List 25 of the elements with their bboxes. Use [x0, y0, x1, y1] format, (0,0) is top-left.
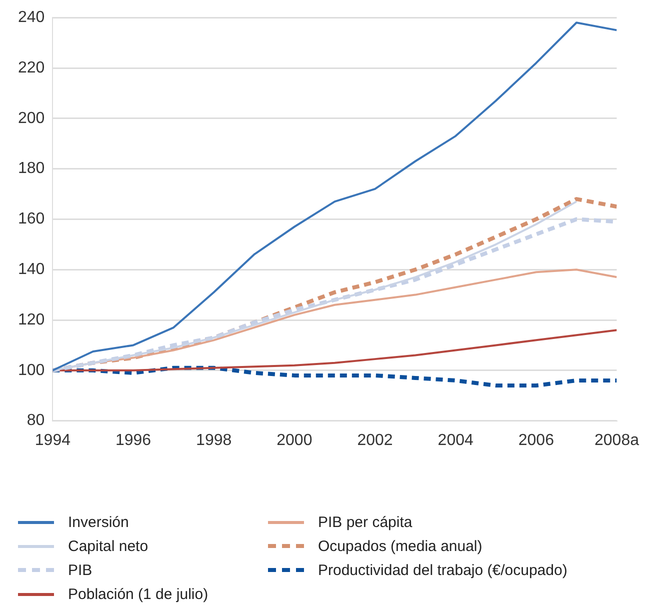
y-tick-label: 120 [18, 311, 45, 328]
legend-label: Productividad del trabajo (€/ocupado) [318, 562, 568, 578]
legend-label: Capital neto [68, 538, 148, 554]
x-tick-label: 2000 [276, 432, 312, 449]
y-tick-label: 240 [18, 9, 45, 26]
x-tick-label: 2006 [518, 432, 554, 449]
line-series [52, 366, 617, 388]
x-tick-label: 2008a [594, 432, 640, 449]
x-tick-label: 1994 [34, 432, 71, 449]
x-tick-label: 1998 [196, 432, 232, 449]
legend-label: Ocupados (media anual) [318, 538, 482, 554]
y-tick-label: 80 [26, 412, 45, 430]
x-tick-label: 2002 [357, 432, 393, 449]
x-tick-label: 2004 [438, 432, 474, 449]
y-tick-label: 100 [18, 362, 45, 379]
y-tick-label: 160 [18, 210, 45, 228]
legend-label: PIB [68, 562, 92, 578]
legend-label: PIB per cápita [318, 514, 412, 530]
x-tick-label: 1996 [115, 432, 152, 449]
y-tick-label: 220 [18, 59, 45, 76]
y-tick-label: 140 [18, 261, 45, 278]
legend-label: Población (1 de julio) [68, 586, 208, 602]
y-tick-label: 200 [18, 110, 45, 127]
y-tick-label: 180 [18, 160, 45, 178]
legend-label: Inversión [68, 514, 129, 530]
